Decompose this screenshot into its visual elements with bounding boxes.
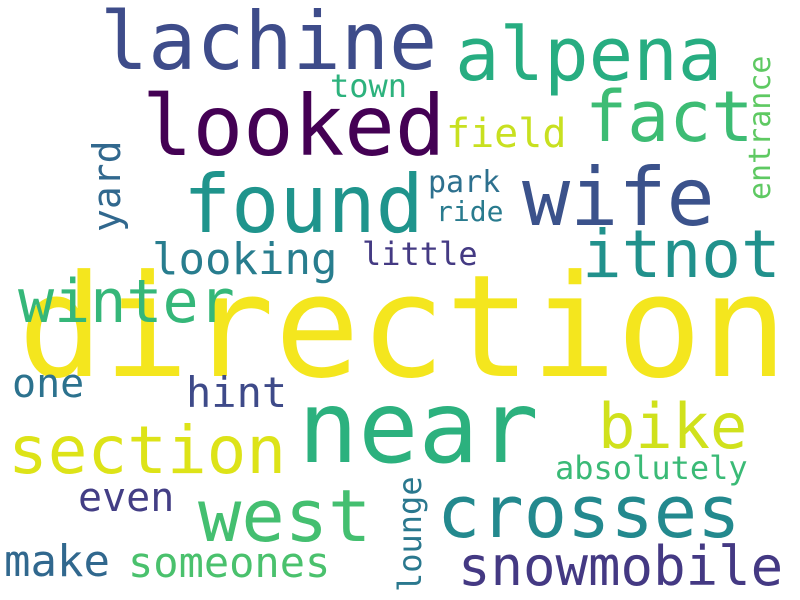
word-crosses: crosses — [437, 470, 741, 554]
word-looking: looking — [152, 234, 338, 285]
word-town: town — [330, 67, 408, 105]
word-field: field — [446, 111, 567, 157]
word-bike: bike — [598, 390, 748, 463]
word-alpena: alpena — [455, 12, 723, 98]
word-hint: hint — [186, 368, 288, 417]
word-winter: winter — [18, 267, 235, 337]
word-west: west — [198, 474, 372, 558]
word-one: one — [12, 361, 85, 407]
word-itnot: itnot — [582, 216, 781, 293]
word-near: near — [298, 369, 539, 486]
word-little: little — [362, 235, 478, 273]
word-looked: looked — [142, 77, 446, 175]
word-snowmobile: snowmobile — [458, 535, 784, 598]
word-section: section — [8, 412, 287, 489]
word-park: park — [428, 165, 501, 200]
word-entrance: entrance — [743, 55, 778, 201]
word-lounge: lounge — [391, 476, 429, 592]
word-yard: yard — [85, 140, 129, 232]
word-make: make — [4, 536, 110, 587]
word-even: even — [78, 475, 175, 521]
word-direction: direction — [18, 245, 788, 410]
word-found: found — [183, 158, 424, 251]
word-someones: someones — [128, 538, 331, 587]
word-ride: ride — [436, 195, 504, 228]
word-absolutely: absolutely — [555, 449, 748, 487]
word-lachine: lachine — [100, 0, 438, 88]
word-fact: fact — [585, 76, 754, 158]
word-wife: wife — [522, 151, 715, 244]
